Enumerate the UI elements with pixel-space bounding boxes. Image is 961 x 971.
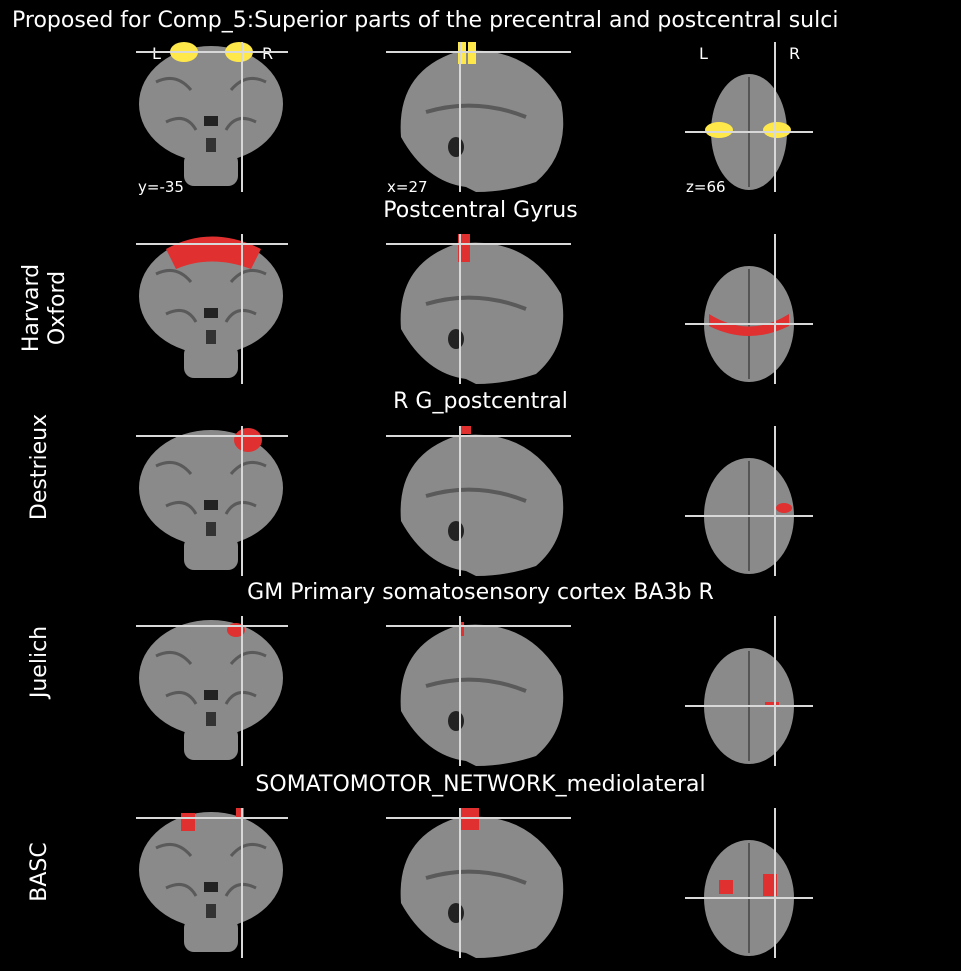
axial-slice-row-4 [685, 808, 813, 958]
axial-slice-row-2 [685, 426, 813, 576]
coronal-slice-row-3 [136, 616, 288, 766]
coord-label-y: y=-35 [138, 178, 184, 196]
orientation-left-coronal: L [152, 44, 161, 63]
coord-label-x: x=27 [387, 178, 428, 196]
coronal-brain [139, 430, 283, 546]
sagittal-slice-row-0 [386, 42, 571, 192]
row-title-destrieux: R G_postcentral [393, 389, 568, 414]
coronal-brain [139, 46, 283, 162]
row-title-juelich: GM Primary somatosensory cortex BA3b R [247, 580, 714, 605]
sagittal-slice-row-2 [386, 426, 571, 576]
coronal-brain [139, 620, 283, 736]
row-title-basc: SOMATOMOTOR_NETWORK_mediolateral [255, 772, 706, 797]
sagittal-brain [400, 50, 564, 192]
axial-slice-row-3 [685, 616, 813, 766]
sagittal-slice-row-3 [386, 616, 571, 766]
atlas-label-harvard-oxford: Harvard Oxford [19, 263, 70, 353]
axial-slice-row-1 [685, 234, 813, 384]
row-title-harvard: Postcentral Gyrus [383, 198, 578, 223]
sagittal-brain [400, 434, 564, 576]
coord-label-z: z=66 [686, 178, 726, 196]
coronal-slice-row-0 [136, 42, 288, 192]
sagittal-slice-row-4 [386, 808, 571, 958]
coronal-brain [139, 812, 283, 928]
orientation-right-coronal: R [262, 44, 274, 63]
figure-title: Proposed for Comp_5:Superior parts of th… [12, 8, 839, 33]
coronal-slice-row-2 [136, 426, 288, 576]
sagittal-brain [400, 624, 564, 766]
atlas-label-destrieux: Destrieux [27, 413, 52, 521]
orientation-right-axial: R [789, 44, 801, 63]
sagittal-slice-row-1 [386, 234, 571, 384]
atlas-label-basc: BASC [27, 842, 52, 902]
coronal-slice-row-4 [136, 808, 288, 958]
coronal-slice-row-1 [136, 234, 288, 384]
atlas-label-juelich: Juelich [27, 625, 52, 699]
axial-slice-row-0 [685, 42, 813, 192]
orientation-left-axial: L [699, 44, 708, 63]
sagittal-brain [400, 242, 564, 384]
sagittal-brain [400, 816, 564, 958]
